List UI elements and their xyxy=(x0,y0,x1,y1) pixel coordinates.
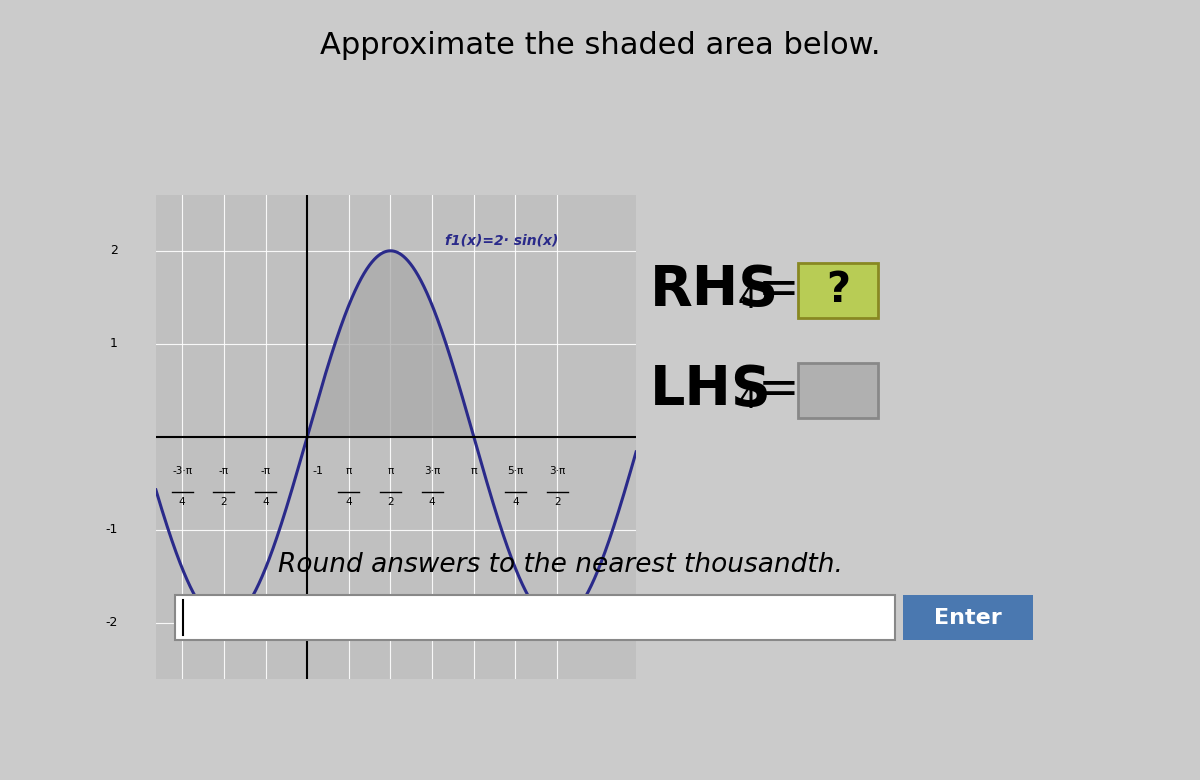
Text: ?: ? xyxy=(826,269,850,311)
Text: π: π xyxy=(470,466,478,476)
Text: 4: 4 xyxy=(262,498,269,507)
Text: 5·π: 5·π xyxy=(508,466,523,476)
Text: 4: 4 xyxy=(428,498,436,507)
Bar xyxy=(175,595,895,640)
Bar xyxy=(798,363,878,417)
Text: -π: -π xyxy=(218,466,229,476)
Text: 4: 4 xyxy=(738,385,757,414)
Text: Enter: Enter xyxy=(934,608,1002,627)
Text: 4: 4 xyxy=(738,285,757,314)
Text: π: π xyxy=(346,466,352,476)
Text: 2: 2 xyxy=(553,498,560,507)
Text: -π: -π xyxy=(260,466,270,476)
Text: -1: -1 xyxy=(312,466,323,476)
Text: 4: 4 xyxy=(179,498,186,507)
Text: 2: 2 xyxy=(109,244,118,257)
Text: RHS: RHS xyxy=(650,263,779,317)
Text: Approximate the shaded area below.: Approximate the shaded area below. xyxy=(319,30,881,59)
Text: =: = xyxy=(758,366,799,414)
Text: 3·π: 3·π xyxy=(424,466,440,476)
Text: 4: 4 xyxy=(346,498,352,507)
Text: 2: 2 xyxy=(388,498,394,507)
Text: LHS: LHS xyxy=(650,363,772,417)
Text: =: = xyxy=(758,266,799,314)
Bar xyxy=(904,595,1033,640)
Text: 2: 2 xyxy=(221,498,227,507)
Text: -3·π: -3·π xyxy=(172,466,192,476)
Text: 1: 1 xyxy=(109,337,118,350)
Text: -1: -1 xyxy=(106,523,118,537)
Text: f1(x)=2· sin(x): f1(x)=2· sin(x) xyxy=(445,234,558,248)
Bar xyxy=(798,263,878,317)
Text: 3·π: 3·π xyxy=(548,466,565,476)
Text: -2: -2 xyxy=(106,616,118,629)
Text: Round answers to the nearest thousandth.: Round answers to the nearest thousandth. xyxy=(277,552,842,578)
Text: 4: 4 xyxy=(512,498,518,507)
Text: π: π xyxy=(388,466,394,476)
